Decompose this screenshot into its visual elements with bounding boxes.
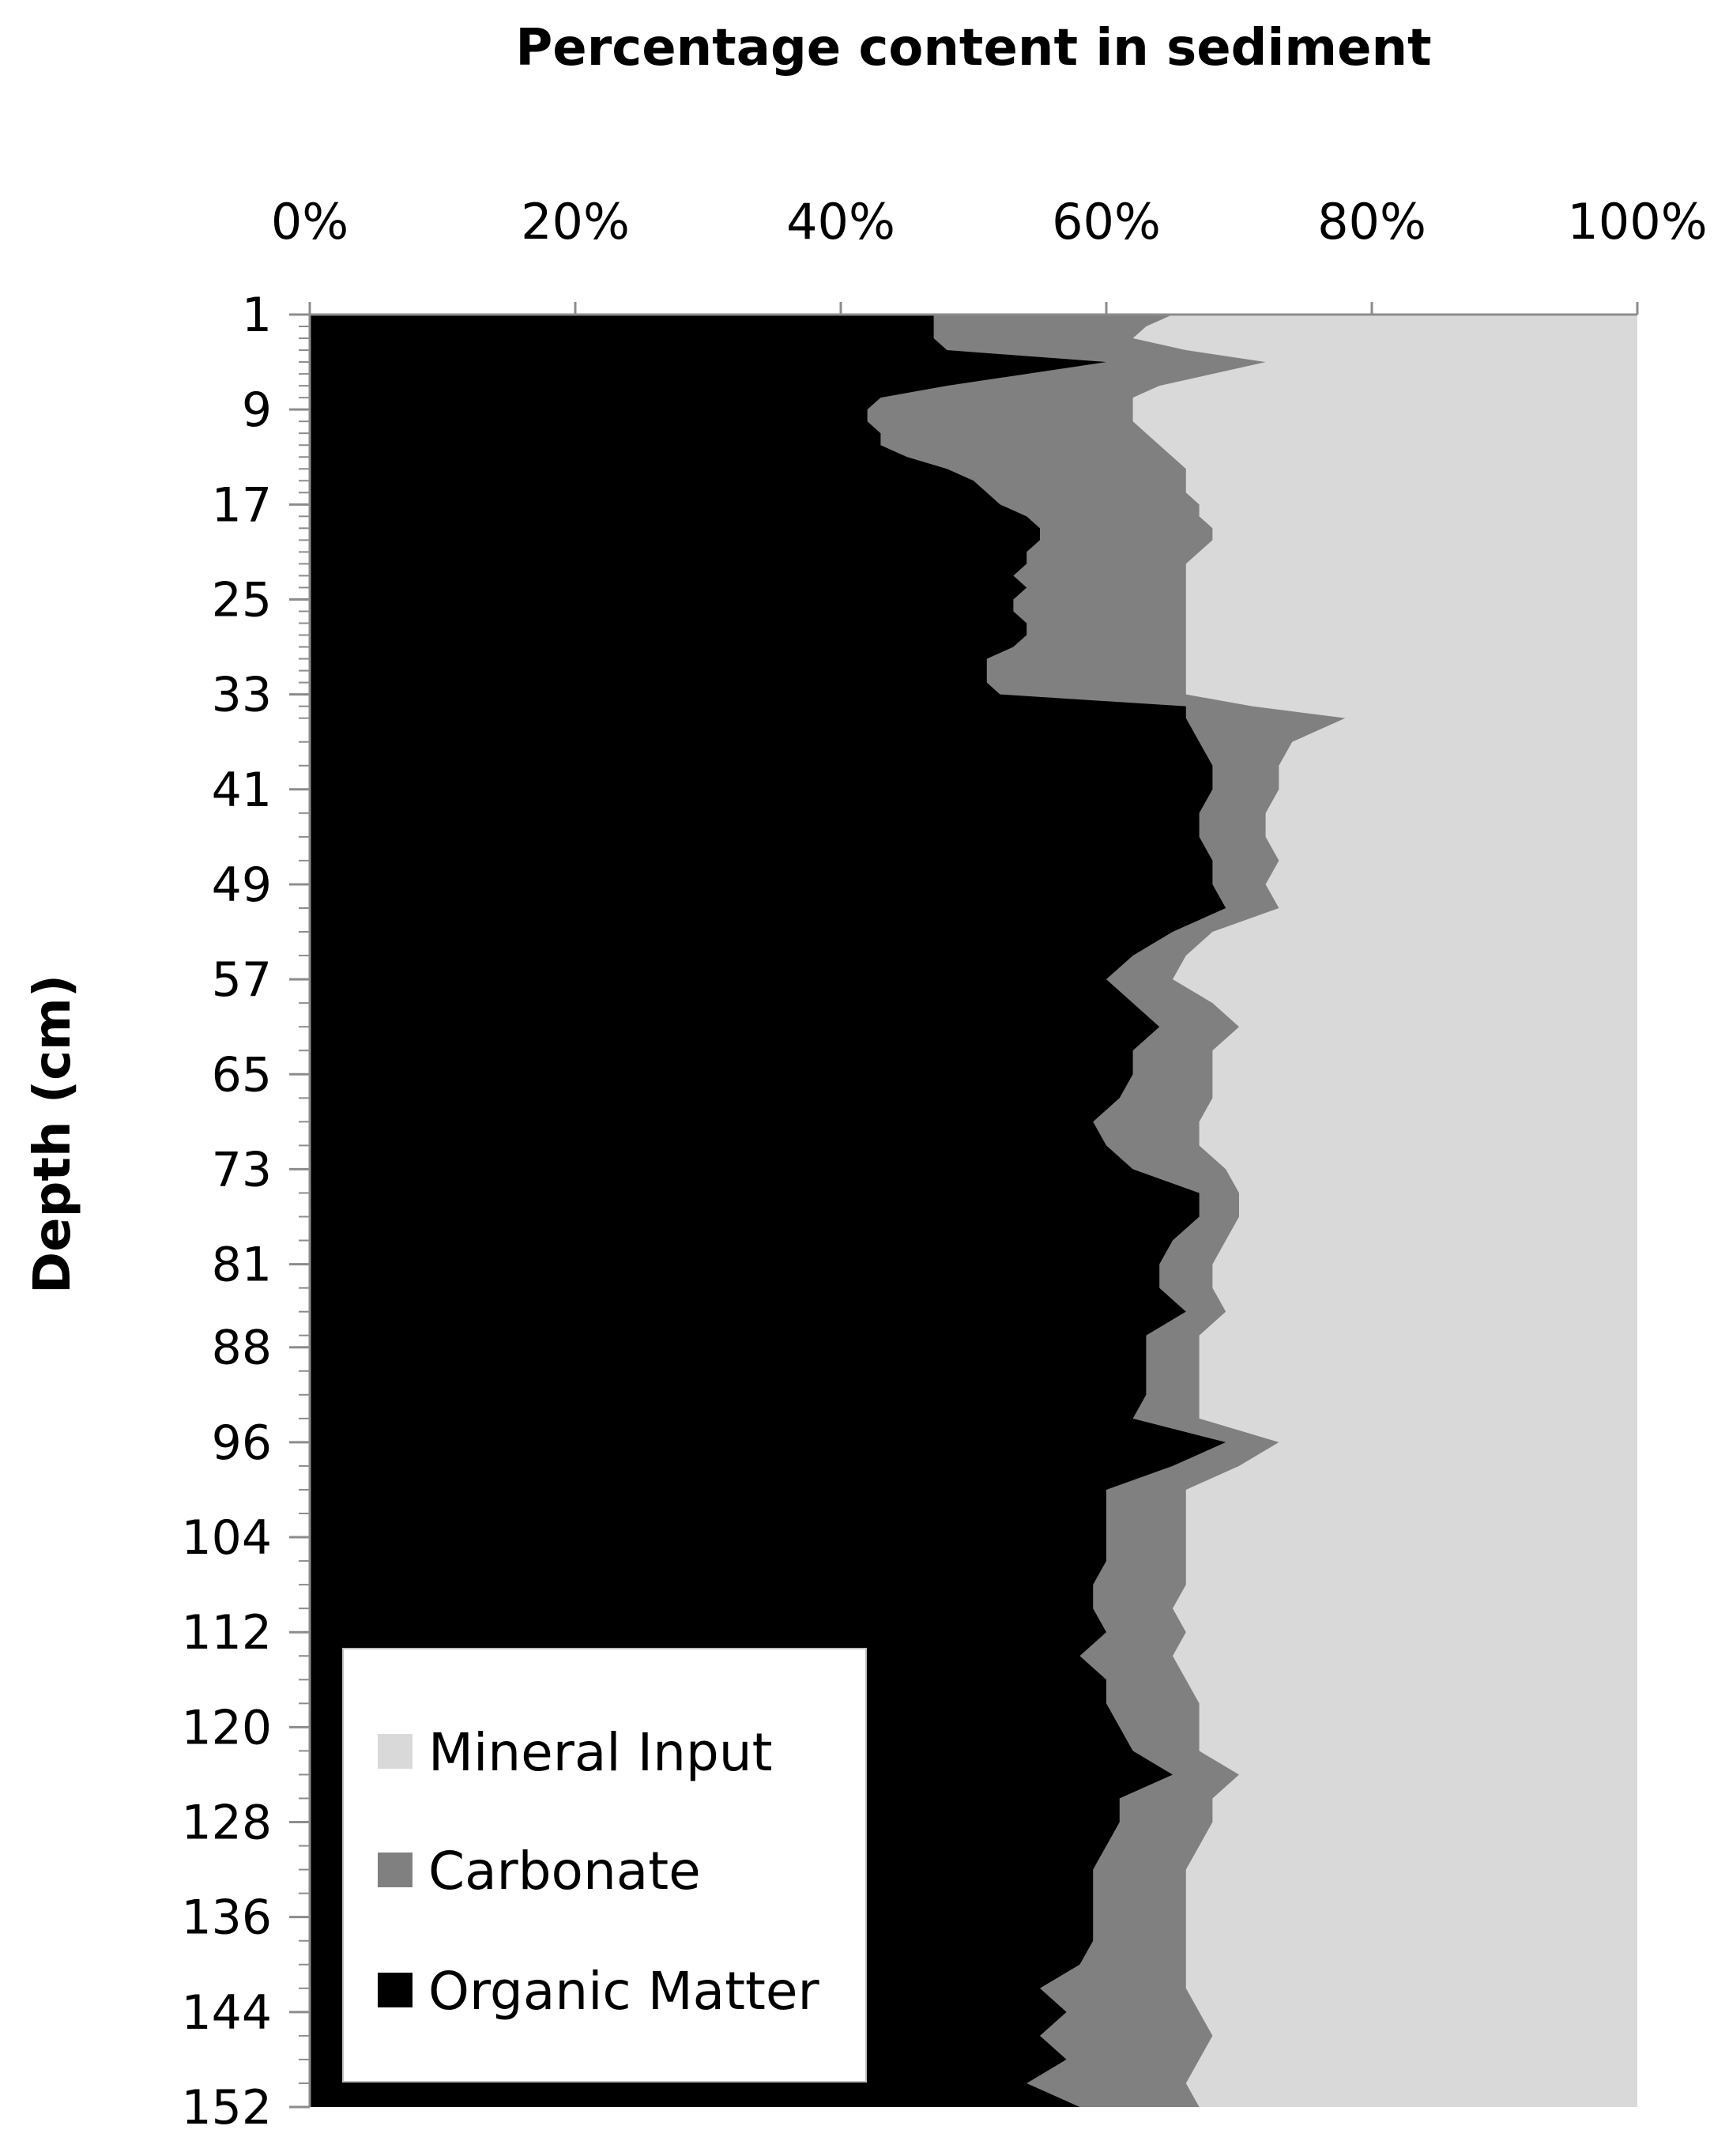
x-tick-label: 60% bbox=[1052, 193, 1161, 251]
y-tick-label: 73 bbox=[212, 1142, 272, 1197]
x-tick-label: 20% bbox=[521, 193, 630, 251]
y-tick-label: 33 bbox=[212, 668, 272, 723]
legend-swatch-organic-matter bbox=[378, 1973, 412, 2007]
x-tick-label: 80% bbox=[1317, 193, 1426, 251]
y-tick-label: 81 bbox=[212, 1238, 272, 1293]
y-tick-label: 25 bbox=[212, 572, 272, 628]
y-tick-label: 65 bbox=[212, 1047, 272, 1102]
y-tick-label: 88 bbox=[212, 1321, 272, 1376]
x-tick-labels: 0% 20% 40% 60% 80% 100% bbox=[271, 193, 1708, 251]
x-tick-label: 0% bbox=[271, 193, 348, 251]
legend-box bbox=[342, 1648, 867, 2082]
legend-swatch-carbonate bbox=[378, 1853, 412, 1887]
y-tick-label: 152 bbox=[181, 2080, 272, 2135]
y-tick-label: 1 bbox=[242, 288, 272, 343]
y-tick-label: 41 bbox=[212, 763, 272, 818]
y-tick-label: 57 bbox=[212, 952, 272, 1008]
y-tick-label: 120 bbox=[181, 1700, 272, 1755]
legend-label-organic-matter: Organic Matter bbox=[428, 1961, 819, 2022]
legend-swatch-mineral-input bbox=[378, 1734, 412, 1769]
legend-label-carbonate: Carbonate bbox=[428, 1841, 701, 1902]
y-axis-label: Depth (cm) bbox=[24, 974, 82, 1294]
y-tick-label: 128 bbox=[181, 1796, 272, 1851]
legend: Mineral Input Carbonate Organic Matter bbox=[342, 1648, 867, 2082]
y-tick-labels: 1 9 17 25 33 41 49 57 65 73 81 88 96 104 112 120 128 136 1… bbox=[181, 288, 272, 2135]
x-tick-label: 40% bbox=[786, 193, 895, 251]
y-tick-label: 112 bbox=[181, 1605, 272, 1660]
y-tick-label: 49 bbox=[212, 858, 272, 913]
y-tick-label: 144 bbox=[181, 1985, 272, 2041]
y-tick-label: 136 bbox=[181, 1890, 272, 1946]
axes-group bbox=[289, 302, 1639, 2109]
legend-label-mineral-input: Mineral Input bbox=[428, 1722, 773, 1783]
y-tick-label: 104 bbox=[181, 1510, 272, 1566]
y-tick-label: 9 bbox=[242, 383, 272, 438]
chart-title: Percentage content in sediment bbox=[515, 19, 1431, 77]
y-tick-label: 17 bbox=[212, 477, 272, 533]
y-tick-label: 96 bbox=[212, 1415, 272, 1471]
x-tick-label: 100% bbox=[1567, 193, 1707, 251]
